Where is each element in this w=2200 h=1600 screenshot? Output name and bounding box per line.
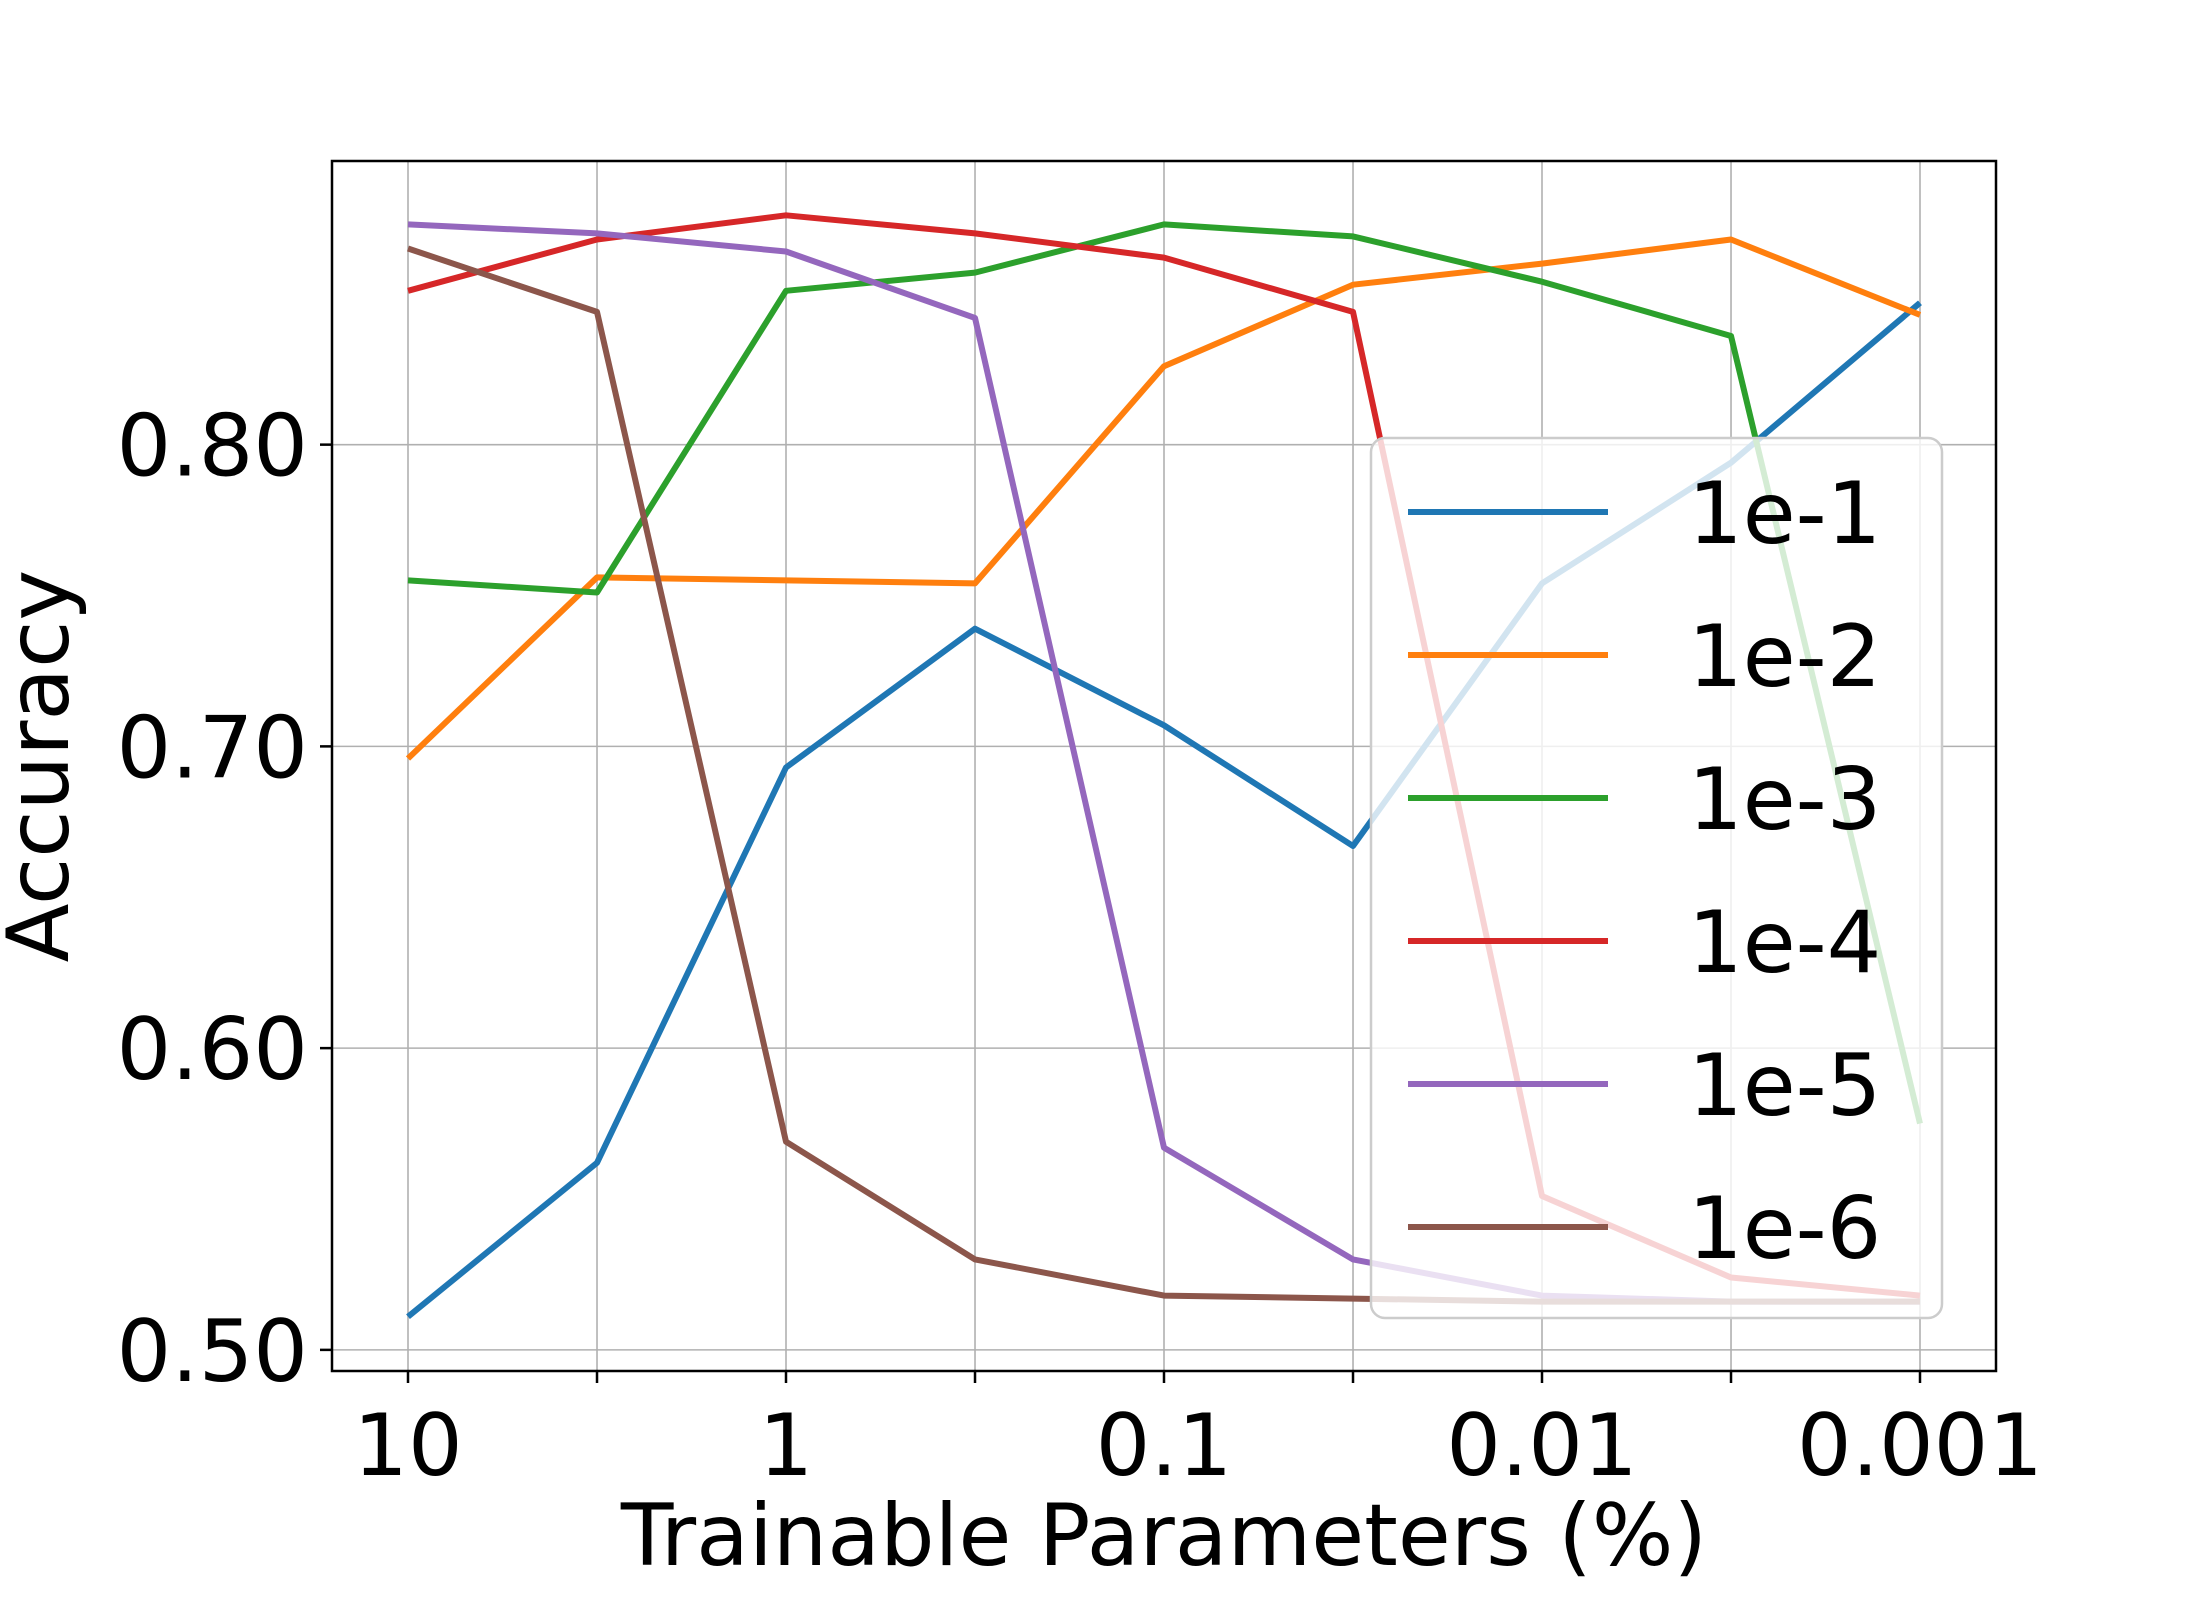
y-tick-label: 0.60 bbox=[117, 1000, 308, 1100]
legend-label-1e-5: 1e-5 bbox=[1688, 1036, 1881, 1136]
x-axis-label: Trainable Parameters (%) bbox=[620, 1486, 1707, 1586]
x-axis-ticks: 10 1 0.1 0.01 0.001 bbox=[353, 1371, 2043, 1496]
x-tick-label: 0.001 bbox=[1797, 1396, 2043, 1496]
x-tick-label: 1 bbox=[759, 1396, 814, 1496]
legend-label-1e-1: 1e-1 bbox=[1688, 464, 1881, 564]
y-tick-label: 0.80 bbox=[117, 397, 308, 497]
series-line-1e-3 bbox=[407, 221, 1923, 1125]
x-tick-label: 10 bbox=[353, 1396, 462, 1496]
legend-label-1e-3: 1e-3 bbox=[1688, 750, 1881, 850]
legend-label-1e-2: 1e-2 bbox=[1688, 607, 1881, 707]
y-tick-label: 0.70 bbox=[117, 698, 308, 798]
legend-label-1e-4: 1e-4 bbox=[1688, 893, 1881, 993]
legend: 1e-1 1e-2 1e-3 1e-4 1e-5 1e-6 bbox=[1369, 436, 1944, 1320]
legend-label-1e-6: 1e-6 bbox=[1688, 1179, 1881, 1279]
x-tick-label: 0.1 bbox=[1096, 1396, 1233, 1496]
x-tick-label: 0.01 bbox=[1446, 1396, 1637, 1496]
y-axis-label: Accuracy bbox=[0, 570, 89, 963]
y-tick-label: 0.50 bbox=[117, 1302, 308, 1402]
y-axis-ticks: 0.50 0.60 0.70 0.80 bbox=[117, 397, 332, 1402]
